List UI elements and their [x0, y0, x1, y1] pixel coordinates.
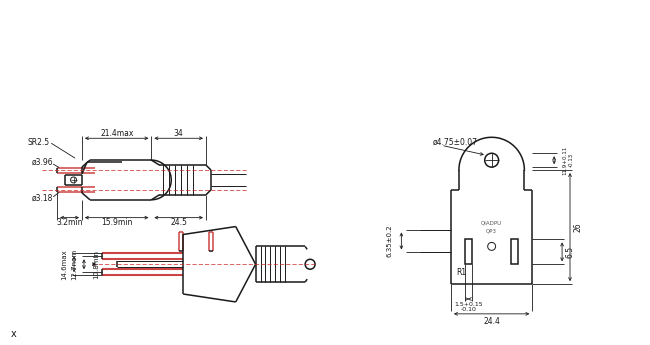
Text: SR2.5: SR2.5	[27, 138, 49, 147]
Bar	[465, 239, 472, 264]
Text: 34: 34	[174, 129, 183, 138]
Bar	[512, 239, 519, 264]
Text: 3.2min: 3.2min	[57, 218, 83, 227]
Text: 24.5: 24.5	[170, 218, 187, 227]
Text: 6.5: 6.5	[566, 246, 575, 258]
Text: 15.9min: 15.9min	[101, 218, 133, 227]
Text: 21.4max: 21.4max	[100, 129, 133, 138]
Text: x: x	[10, 329, 16, 339]
Text: ø3.96: ø3.96	[32, 158, 53, 167]
Text: QIADPU: QIADPU	[481, 220, 502, 225]
Text: 10.8min: 10.8min	[93, 250, 99, 279]
Text: ø4.75±0.07: ø4.75±0.07	[433, 138, 478, 147]
Text: 14.6max: 14.6max	[61, 249, 67, 280]
Text: 11.9+0.11
-0.13: 11.9+0.11 -0.13	[563, 146, 573, 175]
Text: 6.35±0.2: 6.35±0.2	[387, 225, 393, 257]
Text: 24.4: 24.4	[483, 317, 500, 326]
Text: 1.5+0.15
-0.10: 1.5+0.15 -0.10	[454, 302, 483, 312]
Text: QP3: QP3	[486, 228, 497, 233]
Text: 26: 26	[573, 222, 582, 232]
Text: R1: R1	[456, 268, 466, 277]
Text: ø3.18: ø3.18	[32, 193, 53, 202]
Text: 12.7nom: 12.7nom	[71, 249, 77, 280]
